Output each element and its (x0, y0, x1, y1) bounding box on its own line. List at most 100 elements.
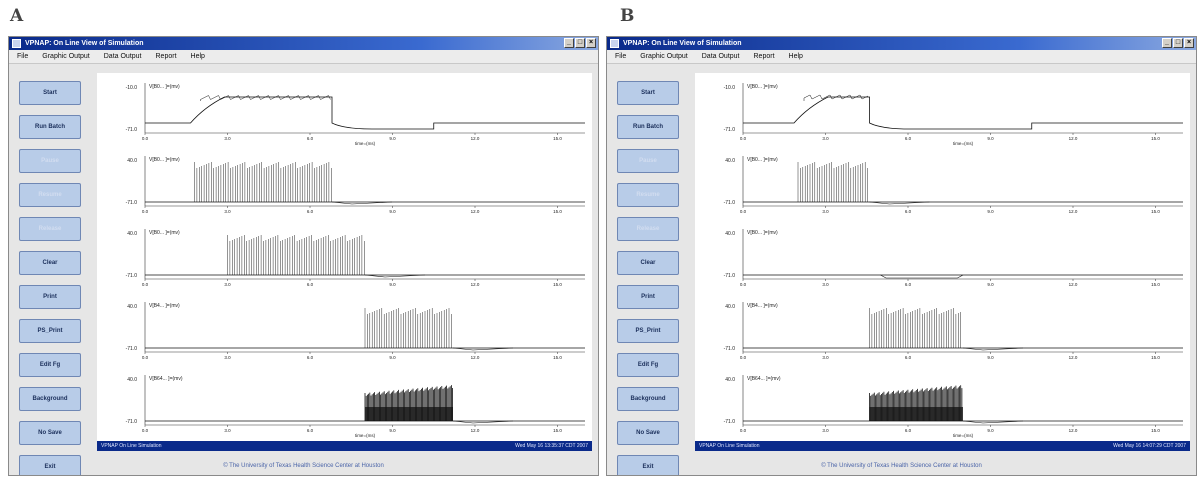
ps-print-button[interactable]: PS_Print (617, 319, 679, 343)
exit-button[interactable]: Exit (617, 455, 679, 475)
traces-svg: V[B0... ]=(mv) -10.0 -71.0 0.0 3.0 6.0 9.0 12.0… (126, 83, 585, 438)
trace-label: V[B4... ]=(mv) (149, 303, 180, 309)
menu-bar: File Graphic Output Data Output Report Help (607, 50, 1196, 64)
print-button[interactable]: Print (617, 285, 679, 309)
release-button[interactable]: Release (617, 217, 679, 241)
x-tick-label: 9.0 (389, 209, 396, 214)
y-bottom-label: -71.0 (126, 346, 138, 352)
x-tick-label: 6.0 (307, 355, 314, 360)
menu-item-file[interactable]: File (615, 53, 627, 60)
title-bar: VPNAP: On Line View of Simulation _ □ × (9, 37, 598, 50)
x-tick-label: 6.0 (307, 136, 314, 141)
maximize-button[interactable]: □ (575, 38, 585, 48)
menu-item-help[interactable]: Help (190, 53, 205, 60)
y-bottom-label: -71.0 (126, 419, 138, 425)
start-button[interactable]: Start (19, 81, 81, 105)
menu-item-report[interactable]: Report (753, 53, 775, 60)
menu-item-file[interactable]: File (17, 53, 29, 60)
background-button[interactable]: Background (19, 387, 81, 411)
edit-fg-button[interactable]: Edit Fg (19, 353, 81, 377)
pause-button[interactable]: Pause (617, 149, 679, 173)
minimize-button[interactable]: _ (564, 38, 574, 48)
start-button[interactable]: Start (617, 81, 679, 105)
x-tick-label: 3.0 (224, 136, 231, 141)
trace-label: V[B0... ]=(mv) (747, 157, 778, 163)
x-tick-label: 6.0 (905, 136, 912, 141)
x-tick-label: 0.0 (142, 428, 149, 433)
pause-button[interactable]: Pause (19, 149, 81, 173)
app-icon (610, 39, 619, 48)
menu-item-report[interactable]: Report (155, 53, 177, 60)
menu-item-graphic-output[interactable]: Graphic Output (42, 53, 90, 60)
no-save-button[interactable]: No Save (19, 421, 81, 445)
trace-label: V[B4... ]=(mv) (747, 303, 778, 309)
panel-letter: B (620, 6, 635, 26)
copyright-footer: © The University of Texas Health Science… (821, 463, 982, 469)
run-batch-button[interactable]: Run Batch (19, 115, 81, 139)
clear-button[interactable]: Clear (617, 251, 679, 275)
simulation-window: VPNAP: On Line View of Simulation _ □ × File… (606, 36, 1197, 476)
trace-label: V[B0... ]=(mv) (747, 84, 778, 90)
spike-train (364, 308, 452, 348)
y-bottom-label: -71.0 (724, 200, 736, 206)
x-tick-label: 0.0 (142, 209, 149, 214)
x-tick-label: 6.0 (905, 428, 912, 433)
release-button[interactable]: Release (19, 217, 81, 241)
print-button[interactable]: Print (19, 285, 81, 309)
x-tick-label: 0.0 (142, 282, 149, 287)
edit-fg-button[interactable]: Edit Fg (617, 353, 679, 377)
menu-bar: File Graphic Output Data Output Report Help (9, 50, 598, 64)
minimize-button[interactable]: _ (1162, 38, 1172, 48)
after-hyperpolarization (364, 274, 426, 278)
spike-train (194, 162, 332, 202)
no-save-button[interactable]: No Save (617, 421, 679, 445)
y-top-label: -10.0 (126, 85, 138, 91)
x-tick-label: 15.0 (553, 209, 562, 214)
trace-label: V[B0... ]=(mv) (747, 230, 778, 236)
clear-button[interactable]: Clear (19, 251, 81, 275)
x-tick-label: 9.0 (987, 428, 994, 433)
menu-item-help[interactable]: Help (788, 53, 803, 60)
close-button[interactable]: × (1184, 38, 1194, 48)
after-hyperpolarization (452, 420, 514, 424)
panel-letter: A (10, 6, 24, 26)
title-bar: VPNAP: On Line View of Simulation _ □ × (607, 37, 1196, 50)
traces-svg: V[B0... ]=(mv) -10.0 -71.0 0.0 3.0 6.0 9.0 12.0… (724, 83, 1183, 438)
maximize-button[interactable]: □ (1173, 38, 1183, 48)
plot-area: V[B0... ]=(mv) -10.0 -71.0 0.0 3.0 6.0 9.0 12.0… (695, 73, 1190, 441)
trace-label: V[B64... ]=(mv) (747, 376, 781, 382)
x-tick-label: 6.0 (905, 209, 912, 214)
dense-burst (365, 407, 453, 421)
x-tick-label: 15.0 (1151, 282, 1160, 287)
background-button[interactable]: Background (617, 387, 679, 411)
x-tick-label: 0.0 (142, 136, 149, 141)
menu-item-graphic-output[interactable]: Graphic Output (640, 53, 688, 60)
ps-print-button[interactable]: PS_Print (19, 319, 81, 343)
resume-button[interactable]: Resume (617, 183, 679, 207)
x-tick-label: 9.0 (389, 136, 396, 141)
dense-burst (869, 407, 963, 421)
y-top-label: 40.0 (725, 304, 735, 310)
run-batch-button[interactable]: Run Batch (617, 115, 679, 139)
resume-button[interactable]: Resume (19, 183, 81, 207)
status-timestamp: Wed May 16 14:07:29 CDT 2007 (1113, 443, 1186, 449)
x-tick-label: 9.0 (987, 282, 994, 287)
x-tick-label: 9.0 (987, 355, 994, 360)
close-button[interactable]: × (586, 38, 596, 48)
x-tick-label: 12.0 (471, 428, 480, 433)
window-title: VPNAP: On Line View of Simulation (25, 40, 144, 47)
status-left: VPNAP On Line Simulation (101, 443, 162, 449)
window-title: VPNAP: On Line View of Simulation (623, 40, 742, 47)
x-tick-label: 3.0 (822, 136, 829, 141)
trace-label: V[B0... ]=(mv) (149, 230, 180, 236)
y-top-label: -10.0 (724, 85, 736, 91)
spike-train (227, 235, 365, 275)
exit-button[interactable]: Exit (19, 455, 81, 475)
menu-item-data-output[interactable]: Data Output (103, 53, 142, 60)
menu-item-data-output[interactable]: Data Output (701, 53, 740, 60)
x-tick-label: 12.0 (471, 355, 480, 360)
x-tick-label: 9.0 (389, 282, 396, 287)
x-axis-label: time=(ms) (355, 141, 376, 146)
x-axis-label: time=(ms) (355, 433, 376, 438)
status-timestamp: Wed May 16 13:35:37 CDT 2007 (515, 443, 588, 449)
